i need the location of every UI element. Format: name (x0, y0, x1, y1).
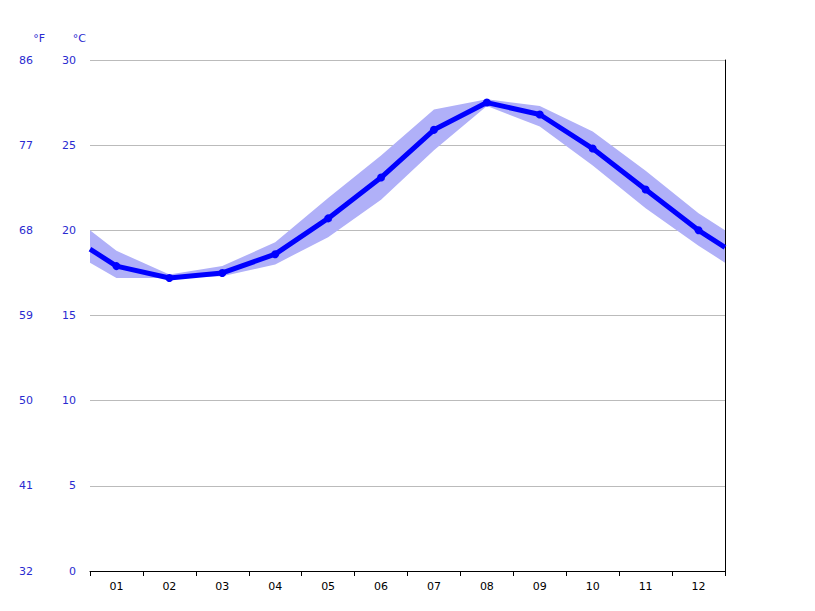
svg-text:32: 32 (19, 565, 33, 578)
svg-text:41: 41 (19, 479, 33, 492)
svg-text:07: 07 (427, 580, 441, 593)
svg-text:°F: °F (33, 32, 45, 45)
svg-text:01: 01 (109, 580, 123, 593)
svg-text:05: 05 (321, 580, 335, 593)
svg-text:25: 25 (62, 139, 76, 152)
svg-text:08: 08 (480, 580, 494, 593)
svg-text:15: 15 (62, 309, 76, 322)
svg-text:10: 10 (62, 394, 76, 407)
svg-text:12: 12 (692, 580, 706, 593)
svg-text:11: 11 (639, 580, 653, 593)
svg-text:09: 09 (533, 580, 547, 593)
svg-text:02: 02 (162, 580, 176, 593)
svg-text:86: 86 (19, 54, 33, 67)
svg-text:50: 50 (19, 394, 33, 407)
svg-text:10: 10 (586, 580, 600, 593)
svg-text:03: 03 (215, 580, 229, 593)
svg-text:30: 30 (62, 54, 76, 67)
svg-text:68: 68 (19, 224, 33, 237)
svg-text:°C: °C (73, 32, 87, 45)
svg-text:59: 59 (19, 309, 33, 322)
svg-text:06: 06 (374, 580, 388, 593)
svg-text:77: 77 (19, 139, 33, 152)
svg-text:20: 20 (62, 224, 76, 237)
svg-text:04: 04 (268, 580, 282, 593)
svg-text:5: 5 (69, 479, 76, 492)
svg-text:0: 0 (69, 565, 76, 578)
